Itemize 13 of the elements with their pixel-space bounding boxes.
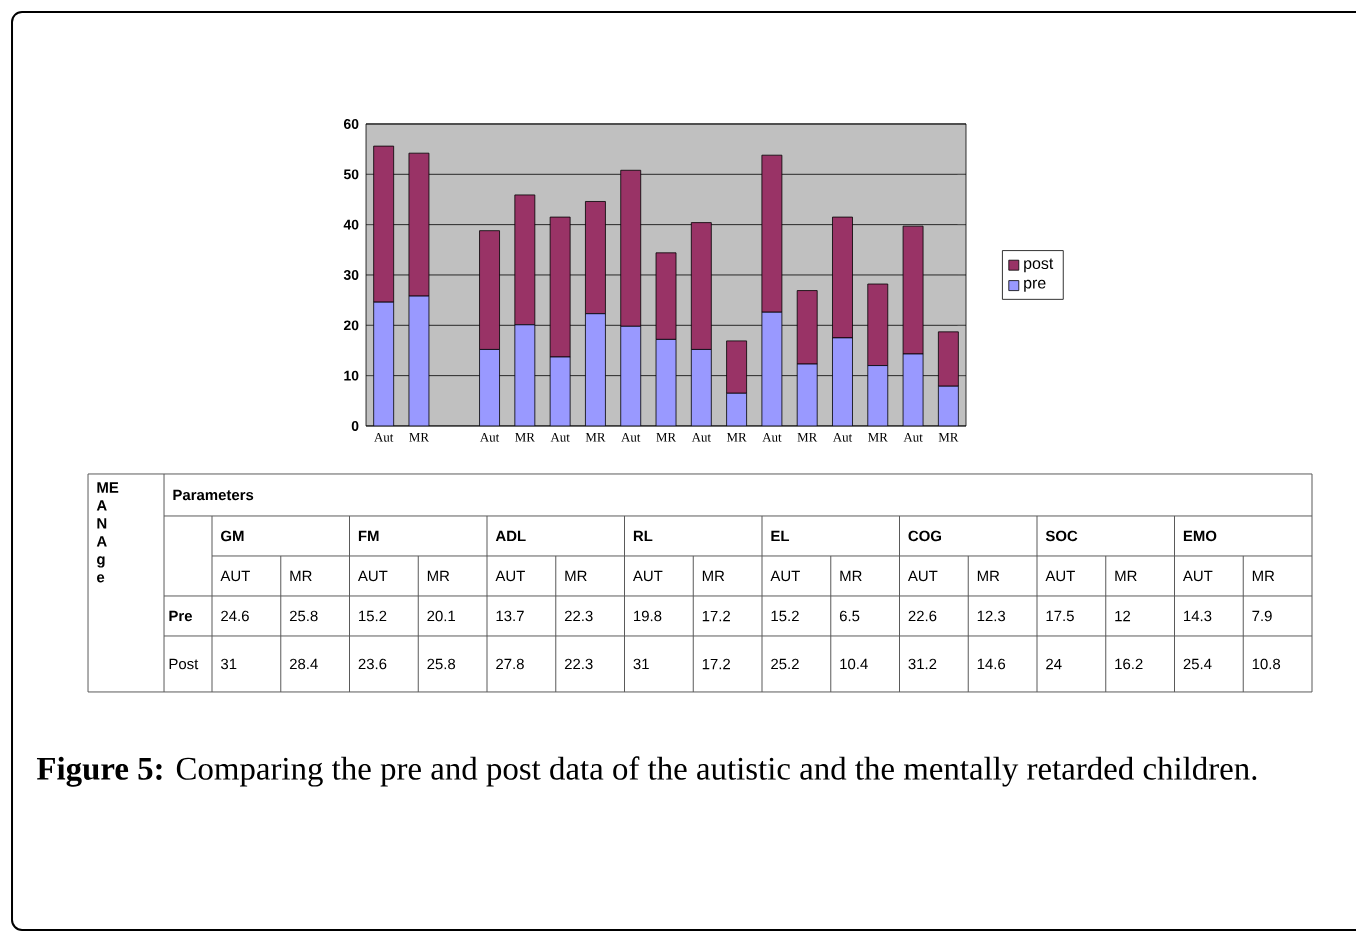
bar: [726, 392, 747, 426]
bar: [690, 349, 712, 426]
bar: [726, 340, 747, 394]
bar: [479, 349, 500, 426]
bar: [514, 324, 536, 426]
bar: [373, 301, 395, 426]
text: Figure 5: Comparing the pre and post data of the autistic and the mentally retarded children.: [36, 756, 1257, 787]
bar: [832, 337, 853, 426]
bar: [620, 325, 642, 426]
bar: [937, 385, 959, 426]
bar: [585, 313, 606, 426]
bar: [867, 365, 889, 426]
bar: [796, 363, 818, 426]
